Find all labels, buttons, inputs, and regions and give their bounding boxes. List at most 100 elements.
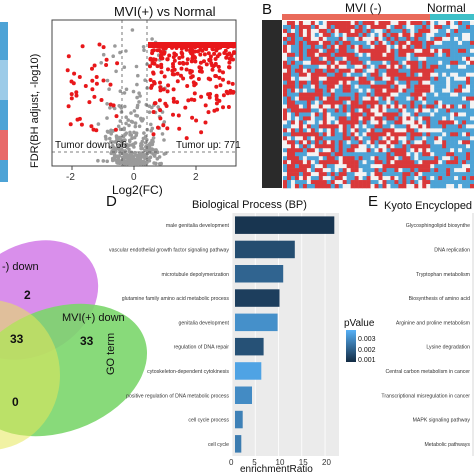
heatmap-cell [382,44,387,50]
volcano-point-down [75,117,80,122]
heatmap-cell [470,152,474,157]
heatmap-cell [358,184,363,189]
heatmap-cell [382,136,387,141]
heatmap-cell [414,48,419,54]
heatmap-cell [422,64,427,70]
heatmap-cell [454,68,459,73]
heatmap-cell [294,124,300,129]
heatmap-cell [314,40,320,46]
volcano-point-up [155,64,160,69]
heatmap-cell [386,112,391,117]
volcano-point [108,106,112,110]
volcano-point [110,143,115,148]
volcano-point [114,138,119,143]
heatmap-cell [418,21,423,26]
heatmap-cell [454,60,459,66]
heatmap-cell [298,56,304,62]
heatmap-cell [346,124,351,129]
heatmap-cell [322,80,328,85]
heatmap-cell [426,96,431,101]
heatmap-cell [346,112,351,117]
heatmap-cell [326,124,332,129]
heatmap-cell [374,96,379,101]
heatmap-cell [370,21,375,26]
heatmap-cell [470,116,474,121]
heatmap-cell [286,144,292,149]
heatmap-cell [342,148,347,153]
heatmap-cell [354,68,359,73]
heatmap-cell [354,36,359,42]
volcano-point-up [207,95,212,100]
heatmap-cell [334,152,340,157]
heatmap-cell [382,64,387,70]
heatmap-cell [362,172,367,177]
volcano-point [117,104,121,108]
volcano-point [138,94,142,98]
volcano-point [114,69,118,74]
heatmap-cell [398,160,403,165]
heatmap-cell [462,72,467,77]
heatmap-cell [338,144,343,149]
go-bp-legend-tick: 0.002 [358,347,376,354]
heatmap-cell [286,44,292,50]
heatmap-cell [370,80,375,85]
heatmap-cell [406,21,411,26]
heatmap-cell [462,56,467,62]
heatmap-cell [454,152,459,157]
heatmap-cell [394,168,399,173]
heatmap-cell [402,48,407,54]
heatmap-cell [458,184,463,189]
heatmap-cell [374,64,379,70]
heatmap-cell [338,160,343,165]
heatmap-cell [354,24,359,30]
heatmap-cell [450,48,455,54]
heatmap-cell [430,32,435,38]
heatmap-cell [422,144,427,149]
heatmap-cell [394,184,399,189]
heatmap-cell [302,56,308,62]
heatmap-cell [286,156,292,161]
volcano-point-up [199,130,204,135]
volcano-point-up [162,74,167,79]
heatmap-cell [294,44,300,50]
heatmap-cell [466,52,471,58]
heatmap-cell [438,156,443,161]
heatmap-cell [454,84,459,89]
heatmap-cell [338,48,343,54]
volcano-point-up [165,89,170,94]
heatmap-cell [446,84,451,89]
heatmap-cell [350,152,355,157]
heatmap-cell [410,112,415,117]
heatmap-cell [378,144,383,149]
heatmap-cell [470,40,474,46]
heatmap-cell [318,128,324,133]
heatmap-cell [402,100,407,105]
heatmap-cell [362,48,367,54]
volcano-point-up [198,52,203,57]
volcano-point-down [108,82,113,87]
heatmap-cell [462,92,467,97]
heatmap-cell [442,128,447,133]
heatmap-cell [470,72,474,77]
heatmap-cell [414,144,419,149]
heatmap-cell [338,168,343,173]
heatmap-cell [450,112,455,117]
heatmap-cell [438,152,443,157]
heatmap-cell [366,92,371,97]
heatmap-cell [446,184,451,189]
heatmap-cell [314,112,320,117]
heatmap-cell [402,28,407,34]
heatmap-cell [294,40,300,46]
heatmap-cell [283,88,288,93]
heatmap-cell [334,88,340,93]
heatmap-cell [430,56,435,62]
heatmap-cell [302,112,308,117]
heatmap-cell [442,108,447,113]
heatmap-cell [470,96,474,101]
heatmap-cell [306,184,312,189]
heatmap-cell [358,176,363,181]
heatmap-cell [294,112,300,117]
volcano-point [127,123,131,128]
heatmap-cell [462,164,467,169]
heatmap-cell [414,148,419,153]
